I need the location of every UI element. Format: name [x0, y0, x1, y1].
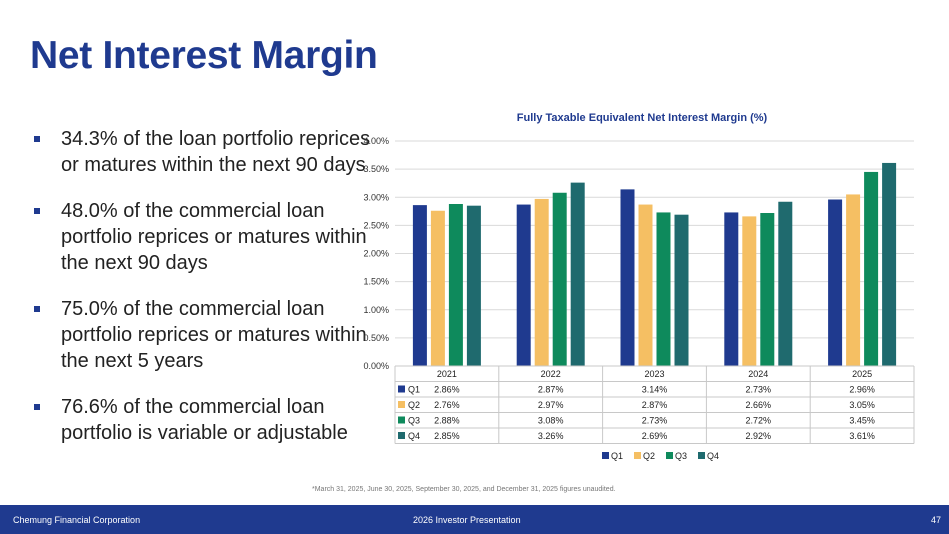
y-tick-label: 2.00%	[363, 249, 389, 259]
x-tick-label: 2024	[748, 369, 768, 379]
legend-label: Q2	[643, 451, 655, 461]
data-label: 3.14%	[642, 385, 668, 395]
y-tick-label: 3.50%	[363, 164, 389, 174]
y-tick-label: 2.50%	[363, 220, 389, 230]
square-bullet-icon	[34, 404, 40, 410]
bar-q4	[882, 162, 897, 366]
x-tick-label: 2021	[437, 369, 457, 379]
square-bullet-icon	[34, 208, 40, 214]
bar-q1	[620, 189, 635, 366]
data-label: 3.08%	[538, 416, 564, 426]
bar-q3	[552, 192, 567, 366]
bullet-text: 34.3% of the loan portfolio reprices or …	[61, 128, 371, 176]
data-label: 2.87%	[642, 400, 668, 410]
data-label: 2.88%	[434, 416, 460, 426]
data-label: 3.61%	[849, 431, 875, 441]
x-tick-label: 2022	[541, 369, 561, 379]
bar-q4	[674, 214, 689, 366]
bar-q3	[864, 171, 879, 366]
bullet-list: 34.3% of the loan portfolio reprices or …	[34, 126, 374, 466]
data-label: 2.73%	[642, 416, 668, 426]
bullet-text: 75.0% of the commercial loan portfolio r…	[61, 298, 367, 372]
data-label: 2.76%	[434, 400, 460, 410]
bar-q2	[430, 210, 445, 366]
bar-q2	[534, 198, 549, 366]
legend-label: Q3	[675, 451, 687, 461]
data-label: 2.97%	[538, 400, 564, 410]
y-tick-label: 4.00%	[363, 136, 389, 146]
x-tick-label: 2025	[852, 369, 872, 379]
data-label: 2.92%	[746, 431, 772, 441]
y-tick-label: 0.00%	[363, 361, 389, 371]
bullet-item: 48.0% of the commercial loan portfolio r…	[34, 198, 374, 276]
square-bullet-icon	[34, 136, 40, 142]
bar-q1	[412, 205, 427, 366]
legend-label: Q1	[611, 451, 623, 461]
legend-swatch-q3	[666, 452, 673, 459]
page-title: Net Interest Margin	[30, 34, 378, 77]
bar-q2	[742, 216, 757, 366]
data-label: 2.96%	[849, 385, 875, 395]
legend-key-q3	[398, 416, 405, 424]
y-tick-label: 0.50%	[363, 333, 389, 343]
y-tick-label: 1.50%	[363, 277, 389, 287]
table-series-label: Q1	[408, 385, 420, 395]
legend-swatch-q2	[634, 452, 641, 459]
data-label: 2.69%	[642, 431, 668, 441]
data-label: 2.73%	[746, 385, 772, 395]
y-tick-label: 3.00%	[363, 192, 389, 202]
data-label: 2.86%	[434, 385, 460, 395]
table-series-label: Q3	[408, 416, 420, 426]
data-label: 3.26%	[538, 431, 564, 441]
legend-key-q4	[398, 432, 405, 439]
bullet-item: 34.3% of the loan portfolio reprices or …	[34, 126, 374, 178]
footer-bar: Chemung Financial Corporation 2026 Inves…	[0, 505, 949, 534]
x-tick-label: 2023	[644, 369, 664, 379]
data-label: 3.05%	[849, 400, 875, 410]
data-label: 2.87%	[538, 385, 564, 395]
legend-swatch-q4	[698, 452, 705, 459]
bar-q1	[724, 212, 739, 366]
footer-company: Chemung Financial Corporation	[13, 515, 141, 525]
data-label: 3.45%	[849, 416, 875, 426]
square-bullet-icon	[34, 306, 40, 312]
footnote: *March 31, 2025, June 30, 2025, Septembe…	[312, 486, 616, 493]
data-label: 2.66%	[746, 400, 772, 410]
bullet-text: 48.0% of the commercial loan portfolio r…	[61, 200, 367, 274]
legend-key-q1	[398, 385, 405, 393]
bar-q4	[570, 182, 585, 366]
legend-key-q2	[398, 401, 405, 408]
bullet-text: 76.6% of the commercial loan portfolio i…	[61, 396, 348, 444]
bar-q3	[760, 213, 775, 366]
bar-q2	[846, 194, 861, 366]
bar-chart: 0.00% 0.50% 1.00% 1.50% 2.00% 2.50% 3.00% 3.50%…	[363, 136, 915, 461]
chart-title: Fully Taxable Equivalent Net Interest Ma…	[516, 112, 768, 124]
bar-q3	[448, 204, 463, 366]
bar-q1	[828, 199, 843, 366]
bullet-item: 75.0% of the commercial loan portfolio r…	[34, 296, 374, 374]
bar-q3	[656, 212, 671, 366]
legend-swatch-q1	[602, 452, 609, 459]
data-label: 2.72%	[746, 416, 772, 426]
footer-presentation-title: 2026 Investor Presentation	[413, 515, 521, 525]
page-number: 47	[930, 515, 941, 525]
table-series-label: Q2	[408, 400, 420, 410]
bullet-item: 76.6% of the commercial loan portfolio i…	[34, 394, 374, 446]
bar-q2	[638, 204, 653, 366]
y-tick-label: 1.00%	[363, 305, 389, 315]
data-label: 2.85%	[434, 431, 460, 441]
bar-q4	[466, 205, 481, 366]
legend-label: Q4	[707, 451, 719, 461]
table-series-label: Q4	[408, 431, 420, 441]
bar-q1	[516, 204, 531, 366]
bar-q4	[778, 201, 793, 366]
